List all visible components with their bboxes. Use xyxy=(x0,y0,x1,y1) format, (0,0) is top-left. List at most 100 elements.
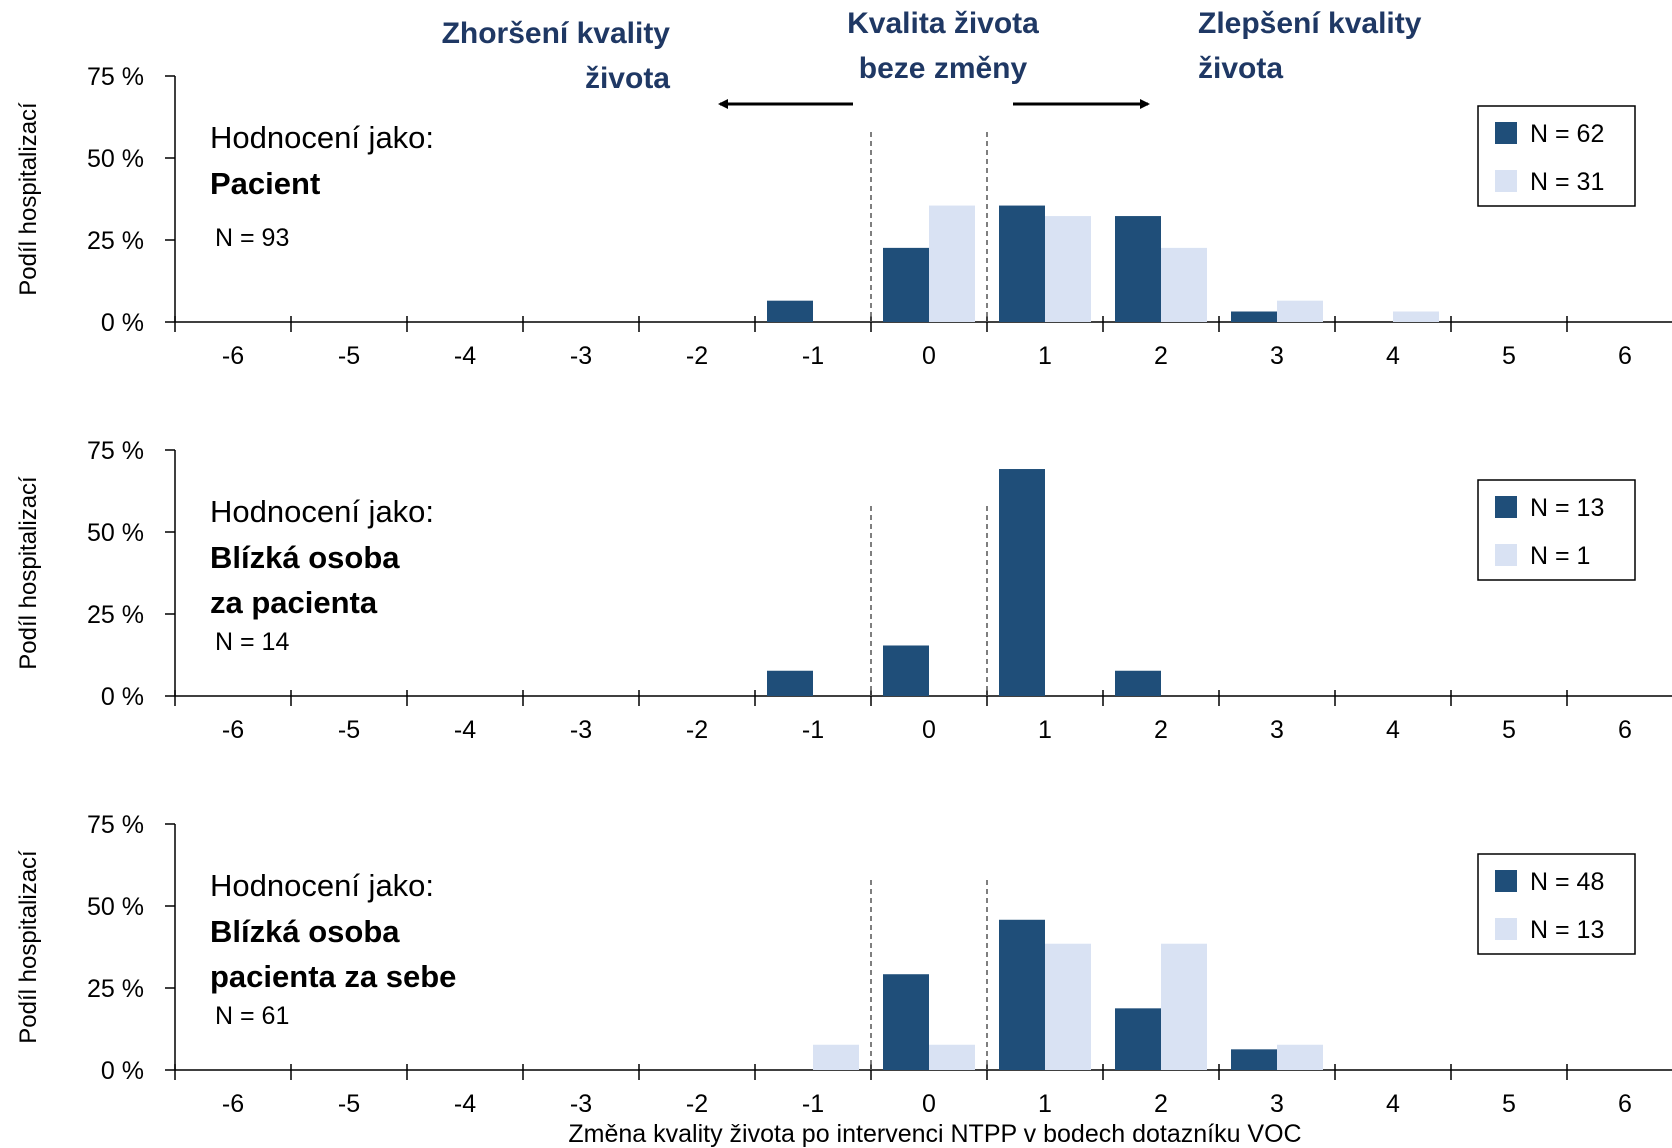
panel-rater-label: za pacienta xyxy=(210,585,378,620)
panel-rater-label: Pacient xyxy=(210,166,320,201)
legend-label: N = 48 xyxy=(1530,868,1604,896)
bar-light-0 xyxy=(929,205,975,322)
y-axis-title: Podíl hospitalizací xyxy=(15,102,42,296)
bar-dark--1 xyxy=(767,300,813,322)
y-tick-label: 50 % xyxy=(87,145,144,173)
x-tick-label: 6 xyxy=(1618,716,1632,744)
panel-title: Hodnocení jako: xyxy=(210,868,434,903)
x-tick-label: 5 xyxy=(1502,342,1516,370)
chart-panel-1: Podíl hospitalizací 0 % 25 % 50 % 75 % -6 -5 -4… xyxy=(15,63,1672,370)
x-tick-label: -2 xyxy=(686,342,708,370)
y-axis-title: Podíl hospitalizací xyxy=(15,476,42,670)
bar-light-1 xyxy=(1045,216,1091,322)
x-tick-label: -2 xyxy=(686,1090,708,1118)
legend-swatch xyxy=(1495,544,1517,566)
legend-label: N = 31 xyxy=(1530,168,1604,196)
bar-light-1 xyxy=(1045,943,1091,1070)
y-tick-label: 75 % xyxy=(87,63,144,91)
legend-swatch xyxy=(1495,122,1517,144)
legend-label: N = 13 xyxy=(1530,916,1604,944)
x-tick-label: 4 xyxy=(1386,716,1400,744)
bar-light-3 xyxy=(1277,300,1323,322)
x-tick-label: -5 xyxy=(338,1090,360,1118)
x-tick-label: -4 xyxy=(454,1090,476,1118)
x-tick-label: 0 xyxy=(922,716,936,744)
x-axis-title: Změna kvality života po intervenci NTPP … xyxy=(568,1120,1301,1148)
legend-swatch xyxy=(1495,918,1517,940)
x-tick-label: 1 xyxy=(1038,1090,1052,1118)
header-unchanged-line2: beze změny xyxy=(859,52,1028,85)
x-tick-label: -6 xyxy=(222,342,244,370)
bar-dark-0 xyxy=(883,974,929,1070)
x-tick-label: -5 xyxy=(338,716,360,744)
x-tick-label: -1 xyxy=(802,342,824,370)
header-improvement-line1: Zlepšení kvality xyxy=(1198,7,1422,40)
x-tick-label: 4 xyxy=(1386,342,1400,370)
bar-light-2 xyxy=(1161,247,1207,322)
x-tick-label: 0 xyxy=(922,342,936,370)
x-tick-label: -4 xyxy=(454,342,476,370)
y-tick-label: 25 % xyxy=(87,601,144,629)
bar-dark-2 xyxy=(1115,216,1161,322)
x-tick-label: -4 xyxy=(454,716,476,744)
x-tick-label: -1 xyxy=(802,1090,824,1118)
x-tick-label: -6 xyxy=(222,1090,244,1118)
legend-swatch xyxy=(1495,496,1517,518)
y-tick-label: 75 % xyxy=(87,437,144,465)
header-worsening-line2: života xyxy=(585,62,670,95)
panel-n-total: N = 93 xyxy=(215,224,289,252)
x-tick-label: -3 xyxy=(570,1090,592,1118)
bar-dark-3 xyxy=(1231,311,1277,322)
x-tick-label: -3 xyxy=(570,342,592,370)
bar-dark-0 xyxy=(883,247,929,322)
x-tick-label: 5 xyxy=(1502,716,1516,744)
legend-swatch xyxy=(1495,170,1517,192)
bar-dark-0 xyxy=(883,645,929,696)
legend-label: N = 62 xyxy=(1530,120,1604,148)
bar-dark--1 xyxy=(767,670,813,696)
x-tick-label: 6 xyxy=(1618,342,1632,370)
panel-rater-label: Blízká osoba xyxy=(210,540,400,575)
x-tick-label: 1 xyxy=(1038,342,1052,370)
x-tick-label: -6 xyxy=(222,716,244,744)
x-tick-label: 0 xyxy=(922,1090,936,1118)
legend-swatch xyxy=(1495,870,1517,892)
chart-panel-3: Podíl hospitalizací 0 % 25 % 50 % 75 % -6 -5 -4… xyxy=(15,811,1672,1118)
panel-n-total: N = 61 xyxy=(215,1002,289,1030)
bar-light-3 xyxy=(1277,1044,1323,1070)
chart-panel-2: Podíl hospitalizací 0 % 25 % 50 % 75 % -6 -5 -4… xyxy=(15,437,1672,744)
header-worsening-line1: Zhoršení kvality xyxy=(442,17,671,50)
x-tick-label: 2 xyxy=(1154,716,1168,744)
panel-n-total: N = 14 xyxy=(215,628,289,656)
header-improvement-line2: života xyxy=(1198,52,1283,85)
y-tick-label: 25 % xyxy=(87,227,144,255)
bar-dark-1 xyxy=(999,205,1045,322)
panel-title: Hodnocení jako: xyxy=(210,494,434,529)
bar-dark-2 xyxy=(1115,1008,1161,1070)
x-tick-label: 2 xyxy=(1154,1090,1168,1118)
panel-title: Hodnocení jako: xyxy=(210,120,434,155)
y-tick-label: 75 % xyxy=(87,811,144,839)
bar-light-2 xyxy=(1161,943,1207,1070)
panel-rater-label: Blízká osoba xyxy=(210,914,400,949)
bar-dark-1 xyxy=(999,469,1045,696)
y-axis-title: Podíl hospitalizací xyxy=(15,850,42,1044)
x-tick-label: 6 xyxy=(1618,1090,1632,1118)
x-tick-label: 4 xyxy=(1386,1090,1400,1118)
y-tick-label: 50 % xyxy=(87,519,144,547)
legend-label: N = 13 xyxy=(1530,494,1604,522)
x-tick-label: -3 xyxy=(570,716,592,744)
header-unchanged-line1: Kvalita života xyxy=(847,7,1039,40)
y-tick-label: 0 % xyxy=(101,683,144,711)
x-tick-label: 3 xyxy=(1270,342,1284,370)
bar-dark-2 xyxy=(1115,670,1161,696)
bar-light--1 xyxy=(813,1044,859,1070)
panel-rater-label: pacienta za sebe xyxy=(210,959,456,994)
y-tick-label: 0 % xyxy=(101,309,144,337)
bar-light-4 xyxy=(1393,311,1439,322)
x-tick-label: 5 xyxy=(1502,1090,1516,1118)
bar-light-0 xyxy=(929,1044,975,1070)
x-tick-label: -1 xyxy=(802,716,824,744)
x-tick-label: 3 xyxy=(1270,1090,1284,1118)
